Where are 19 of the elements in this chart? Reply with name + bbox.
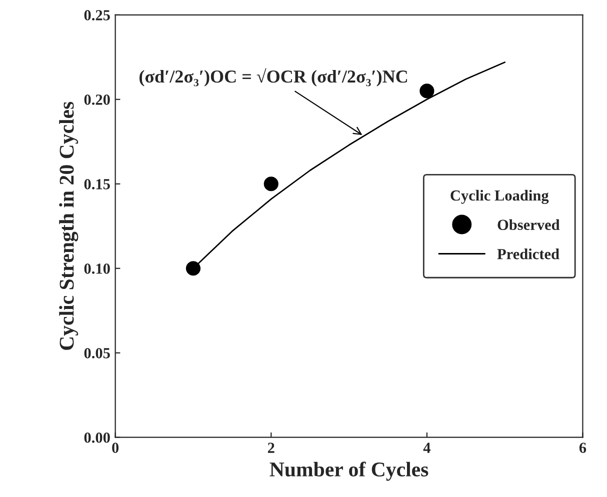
- y-axis-title: Cyclic Strength in 20 Cycles: [59, 102, 78, 350]
- x-tick-label: 4: [423, 442, 430, 453]
- legend-label: Predicted: [497, 248, 560, 260]
- annotation: (σd′/2σ₃′)OC = √OCR (σd′/2σ₃′)NC: [139, 68, 407, 86]
- y-tick-label: 0.20: [84, 94, 110, 105]
- y-tick-label: 0.10: [84, 264, 110, 274]
- y-tick-label: 0.05: [84, 348, 110, 358]
- point: [264, 176, 278, 192]
- x-tick-label: 2: [268, 442, 274, 453]
- y-tick-label: 0.15: [84, 179, 110, 190]
- y-tick-label: 0.25: [84, 10, 110, 20]
- legend-title: Cyclic Loading: [450, 190, 549, 204]
- legend-label: Observed: [498, 219, 560, 230]
- x-tick-label: 0: [112, 442, 119, 453]
- point: [186, 261, 201, 276]
- x-tick-label: 6: [579, 442, 586, 453]
- point: [420, 84, 434, 98]
- y-tick-label: 0.00: [84, 432, 110, 443]
- x-axis-title: Number of Cycles: [270, 462, 428, 481]
